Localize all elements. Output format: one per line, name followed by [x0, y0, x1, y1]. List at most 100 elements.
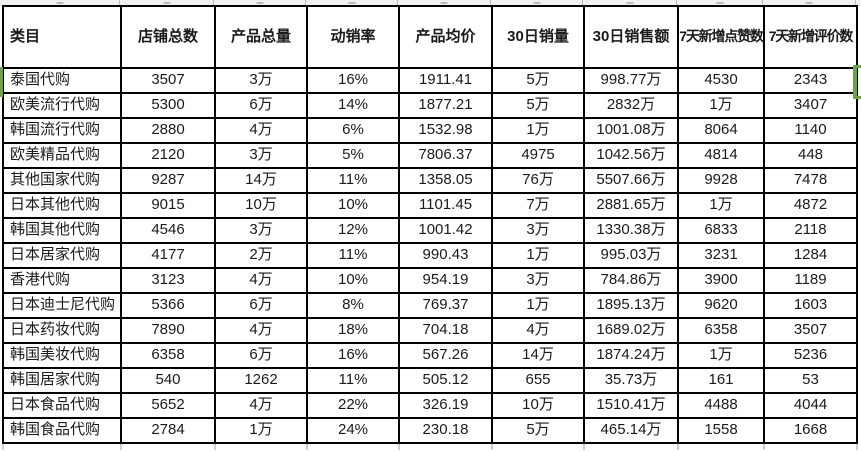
- value-cell[interactable]: 5万: [491, 67, 585, 94]
- value-cell[interactable]: 1668: [763, 417, 858, 444]
- value-cell[interactable]: 18%: [306, 317, 400, 344]
- value-cell[interactable]: 22%: [306, 392, 400, 419]
- column-letter-cell[interactable]: [491, 0, 583, 5]
- value-cell[interactable]: 6万: [214, 92, 308, 119]
- value-cell[interactable]: 1189: [763, 267, 858, 294]
- value-cell[interactable]: 1874.24万: [583, 342, 679, 369]
- value-cell[interactable]: 6833: [677, 217, 765, 244]
- column-header[interactable]: 类目: [2, 5, 122, 69]
- value-cell[interactable]: 326.19: [398, 392, 493, 419]
- value-cell[interactable]: 11%: [306, 367, 400, 394]
- value-cell[interactable]: 9928: [677, 167, 765, 194]
- value-cell[interactable]: 998.77万: [583, 67, 679, 94]
- value-cell[interactable]: 1万: [491, 292, 585, 319]
- value-cell[interactable]: 6358: [120, 342, 216, 369]
- value-cell[interactable]: 3万: [214, 217, 308, 244]
- value-cell[interactable]: 5300: [120, 92, 216, 119]
- value-cell[interactable]: 11%: [306, 167, 400, 194]
- value-cell[interactable]: 3万: [491, 217, 585, 244]
- value-cell[interactable]: 4万: [491, 317, 585, 344]
- value-cell[interactable]: 1689.02万: [583, 317, 679, 344]
- value-cell[interactable]: 6%: [306, 117, 400, 144]
- value-cell[interactable]: 10%: [306, 192, 400, 219]
- value-cell[interactable]: 1532.98: [398, 117, 493, 144]
- value-cell[interactable]: 1101.45: [398, 192, 493, 219]
- value-cell[interactable]: 12%: [306, 217, 400, 244]
- value-cell[interactable]: 4872: [763, 192, 858, 219]
- value-cell[interactable]: 3万: [214, 67, 308, 94]
- category-cell[interactable]: 香港代购: [2, 267, 122, 294]
- value-cell[interactable]: 4万: [214, 392, 308, 419]
- category-cell[interactable]: 韩国居家代购: [2, 367, 122, 394]
- category-cell[interactable]: 泰国代购: [2, 67, 122, 94]
- value-cell[interactable]: 1042.56万: [583, 142, 679, 169]
- value-cell[interactable]: 567.26: [398, 342, 493, 369]
- column-header[interactable]: 动销率: [306, 5, 400, 69]
- value-cell[interactable]: 1万: [677, 342, 765, 369]
- value-cell[interactable]: 10万: [491, 392, 585, 419]
- value-cell[interactable]: 4546: [120, 217, 216, 244]
- value-cell[interactable]: 10%: [306, 267, 400, 294]
- value-cell[interactable]: 14%: [306, 92, 400, 119]
- value-cell[interactable]: 990.43: [398, 242, 493, 269]
- column-letter-cell[interactable]: [763, 0, 856, 5]
- value-cell[interactable]: 2343: [763, 67, 858, 94]
- value-cell[interactable]: 1262: [214, 367, 308, 394]
- value-cell[interactable]: 1284: [763, 242, 858, 269]
- category-cell[interactable]: 韩国美妆代购: [2, 342, 122, 369]
- value-cell[interactable]: 655: [491, 367, 585, 394]
- empty-cell[interactable]: [306, 442, 400, 450]
- column-header[interactable]: 7天新增评价数: [763, 5, 858, 69]
- value-cell[interactable]: 3万: [491, 267, 585, 294]
- value-cell[interactable]: 4044: [763, 392, 858, 419]
- value-cell[interactable]: 8064: [677, 117, 765, 144]
- value-cell[interactable]: 784.86万: [583, 267, 679, 294]
- value-cell[interactable]: 5万: [491, 92, 585, 119]
- empty-cell[interactable]: [763, 442, 858, 450]
- empty-cell[interactable]: [583, 442, 679, 450]
- value-cell[interactable]: 1万: [677, 192, 765, 219]
- empty-cell[interactable]: [491, 442, 585, 450]
- category-cell[interactable]: 欧美精品代购: [2, 142, 122, 169]
- value-cell[interactable]: 11%: [306, 242, 400, 269]
- value-cell[interactable]: 7万: [491, 192, 585, 219]
- category-cell[interactable]: 日本迪士尼代购: [2, 292, 122, 319]
- category-cell[interactable]: 韩国流行代购: [2, 117, 122, 144]
- value-cell[interactable]: 1558: [677, 417, 765, 444]
- value-cell[interactable]: 505.12: [398, 367, 493, 394]
- value-cell[interactable]: 3900: [677, 267, 765, 294]
- column-header[interactable]: 产品均价: [398, 5, 493, 69]
- value-cell[interactable]: 76万: [491, 167, 585, 194]
- value-cell[interactable]: 8%: [306, 292, 400, 319]
- value-cell[interactable]: 230.18: [398, 417, 493, 444]
- empty-cell[interactable]: [677, 442, 765, 450]
- value-cell[interactable]: 1万: [214, 417, 308, 444]
- value-cell[interactable]: 769.37: [398, 292, 493, 319]
- value-cell[interactable]: 5366: [120, 292, 216, 319]
- value-cell[interactable]: 14万: [491, 342, 585, 369]
- column-letter-cell[interactable]: [0, 0, 120, 5]
- column-letter-cell[interactable]: [306, 0, 398, 5]
- value-cell[interactable]: 465.14万: [583, 417, 679, 444]
- value-cell[interactable]: 2784: [120, 417, 216, 444]
- category-cell[interactable]: 日本药妆代购: [2, 317, 122, 344]
- column-header[interactable]: 30日销量: [491, 5, 585, 69]
- category-cell[interactable]: 韩国其他代购: [2, 217, 122, 244]
- value-cell[interactable]: 1330.38万: [583, 217, 679, 244]
- value-cell[interactable]: 1万: [491, 117, 585, 144]
- value-cell[interactable]: 1877.21: [398, 92, 493, 119]
- value-cell[interactable]: 5507.66万: [583, 167, 679, 194]
- value-cell[interactable]: 10万: [214, 192, 308, 219]
- value-cell[interactable]: 4814: [677, 142, 765, 169]
- column-letter-cell[interactable]: [398, 0, 491, 5]
- value-cell[interactable]: 1603: [763, 292, 858, 319]
- value-cell[interactable]: 3231: [677, 242, 765, 269]
- value-cell[interactable]: 16%: [306, 342, 400, 369]
- value-cell[interactable]: 7478: [763, 167, 858, 194]
- value-cell[interactable]: 4万: [214, 267, 308, 294]
- value-cell[interactable]: 2881.65万: [583, 192, 679, 219]
- value-cell[interactable]: 14万: [214, 167, 308, 194]
- category-cell[interactable]: 欧美流行代购: [2, 92, 122, 119]
- column-header[interactable]: 店铺总数: [120, 5, 216, 69]
- category-cell[interactable]: 韩国食品代购: [2, 417, 122, 444]
